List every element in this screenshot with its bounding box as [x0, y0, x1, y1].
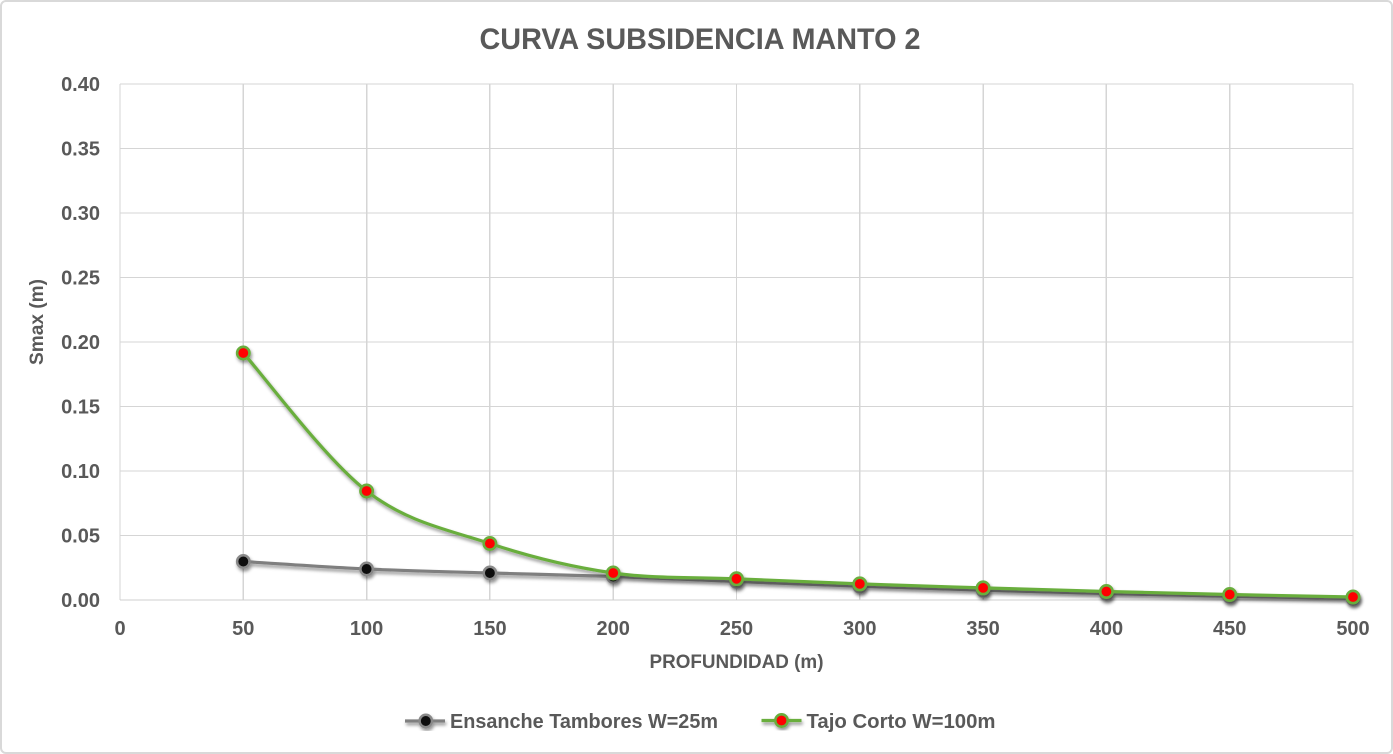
svg-text:200: 200 [597, 618, 630, 640]
svg-text:0.40: 0.40 [61, 74, 100, 96]
svg-text:0.30: 0.30 [61, 203, 100, 225]
svg-text:100: 100 [350, 618, 383, 640]
svg-text:400: 400 [1090, 618, 1123, 640]
svg-text:CURVA SUBSIDENCIA MANTO 2: CURVA SUBSIDENCIA MANTO 2 [480, 23, 921, 56]
svg-text:500: 500 [1336, 618, 1369, 640]
svg-text:250: 250 [720, 618, 753, 640]
svg-text:350: 350 [966, 618, 999, 640]
svg-text:0.35: 0.35 [61, 139, 100, 161]
svg-text:0.05: 0.05 [61, 526, 100, 548]
svg-text:150: 150 [473, 618, 506, 640]
svg-text:450: 450 [1213, 618, 1246, 640]
svg-text:Tajo Corto W=100m: Tajo Corto W=100m [807, 710, 996, 733]
svg-text:PROFUNDIDAD (m): PROFUNDIDAD (m) [650, 652, 824, 673]
svg-text:0.25: 0.25 [61, 268, 100, 290]
svg-text:0.00: 0.00 [61, 590, 100, 612]
svg-text:0.15: 0.15 [61, 397, 100, 419]
svg-text:0.10: 0.10 [61, 461, 100, 483]
svg-text:50: 50 [232, 618, 254, 640]
svg-text:0.20: 0.20 [61, 332, 100, 354]
svg-text:Smax (m): Smax (m) [27, 279, 48, 365]
svg-text:300: 300 [843, 618, 876, 640]
svg-text:Ensanche Tambores W=25m: Ensanche Tambores W=25m [450, 710, 718, 733]
svg-text:0: 0 [114, 618, 125, 640]
